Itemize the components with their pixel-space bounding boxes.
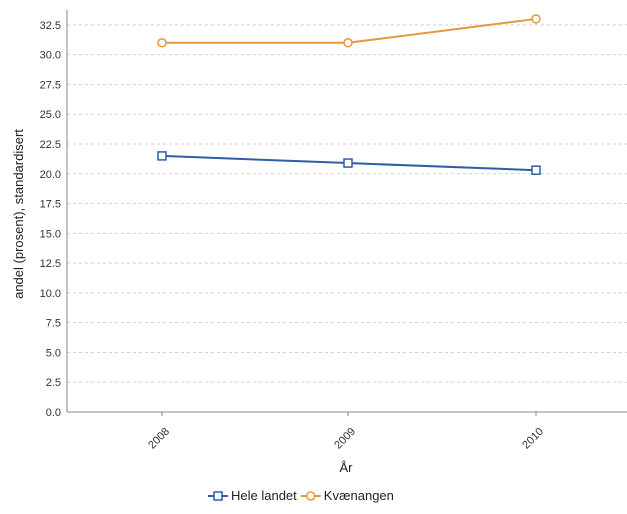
y-tick-label: 0.0 <box>46 407 61 419</box>
legend-marker <box>213 491 223 501</box>
y-tick-label: 15.0 <box>40 228 61 240</box>
y-tick-label: 10.0 <box>40 288 61 300</box>
y-tick-label: 20.0 <box>40 169 61 181</box>
legend-label: Hele landet <box>231 488 297 503</box>
data-point[interactable] <box>531 165 541 175</box>
x-tick-label: 2010 <box>520 426 546 452</box>
x-axis-title: År <box>340 460 354 475</box>
y-tick-label: 12.5 <box>40 258 61 270</box>
data-point[interactable] <box>343 38 353 48</box>
y-tick-label: 17.5 <box>40 199 61 211</box>
grid-lines <box>67 24 627 383</box>
y-tick-label: 5.0 <box>46 347 61 359</box>
data-point[interactable] <box>157 151 167 161</box>
data-point[interactable] <box>343 158 353 168</box>
legend: Hele landet Kvænangen <box>208 488 394 503</box>
y-tick-label: 2.5 <box>46 377 61 389</box>
y-tick-label: 7.5 <box>46 318 61 330</box>
axes: 0.0 2.5 5.0 7.5 10.0 12.5 15.0 17.5 20.0 22.5 25.0… <box>40 10 627 451</box>
y-tick-label: 22.5 <box>40 139 61 151</box>
axis-labels: andel (prosent), standardisert År <box>11 129 353 475</box>
y-tick-label: 32.5 <box>40 20 61 32</box>
legend-marker <box>306 491 316 501</box>
y-tick-label: 27.5 <box>40 79 61 91</box>
y-tick-label: 30.0 <box>40 50 61 62</box>
y-tick-label: 25.0 <box>40 109 61 121</box>
data-point[interactable] <box>531 14 541 24</box>
data-point[interactable] <box>157 38 167 48</box>
series-lines <box>157 14 541 175</box>
x-tick-label: 2008 <box>146 426 172 452</box>
x-tick-label: 2009 <box>332 426 358 452</box>
legend-label: Kvænangen <box>324 488 394 503</box>
y-axis-title: andel (prosent), standardisert <box>11 129 26 299</box>
